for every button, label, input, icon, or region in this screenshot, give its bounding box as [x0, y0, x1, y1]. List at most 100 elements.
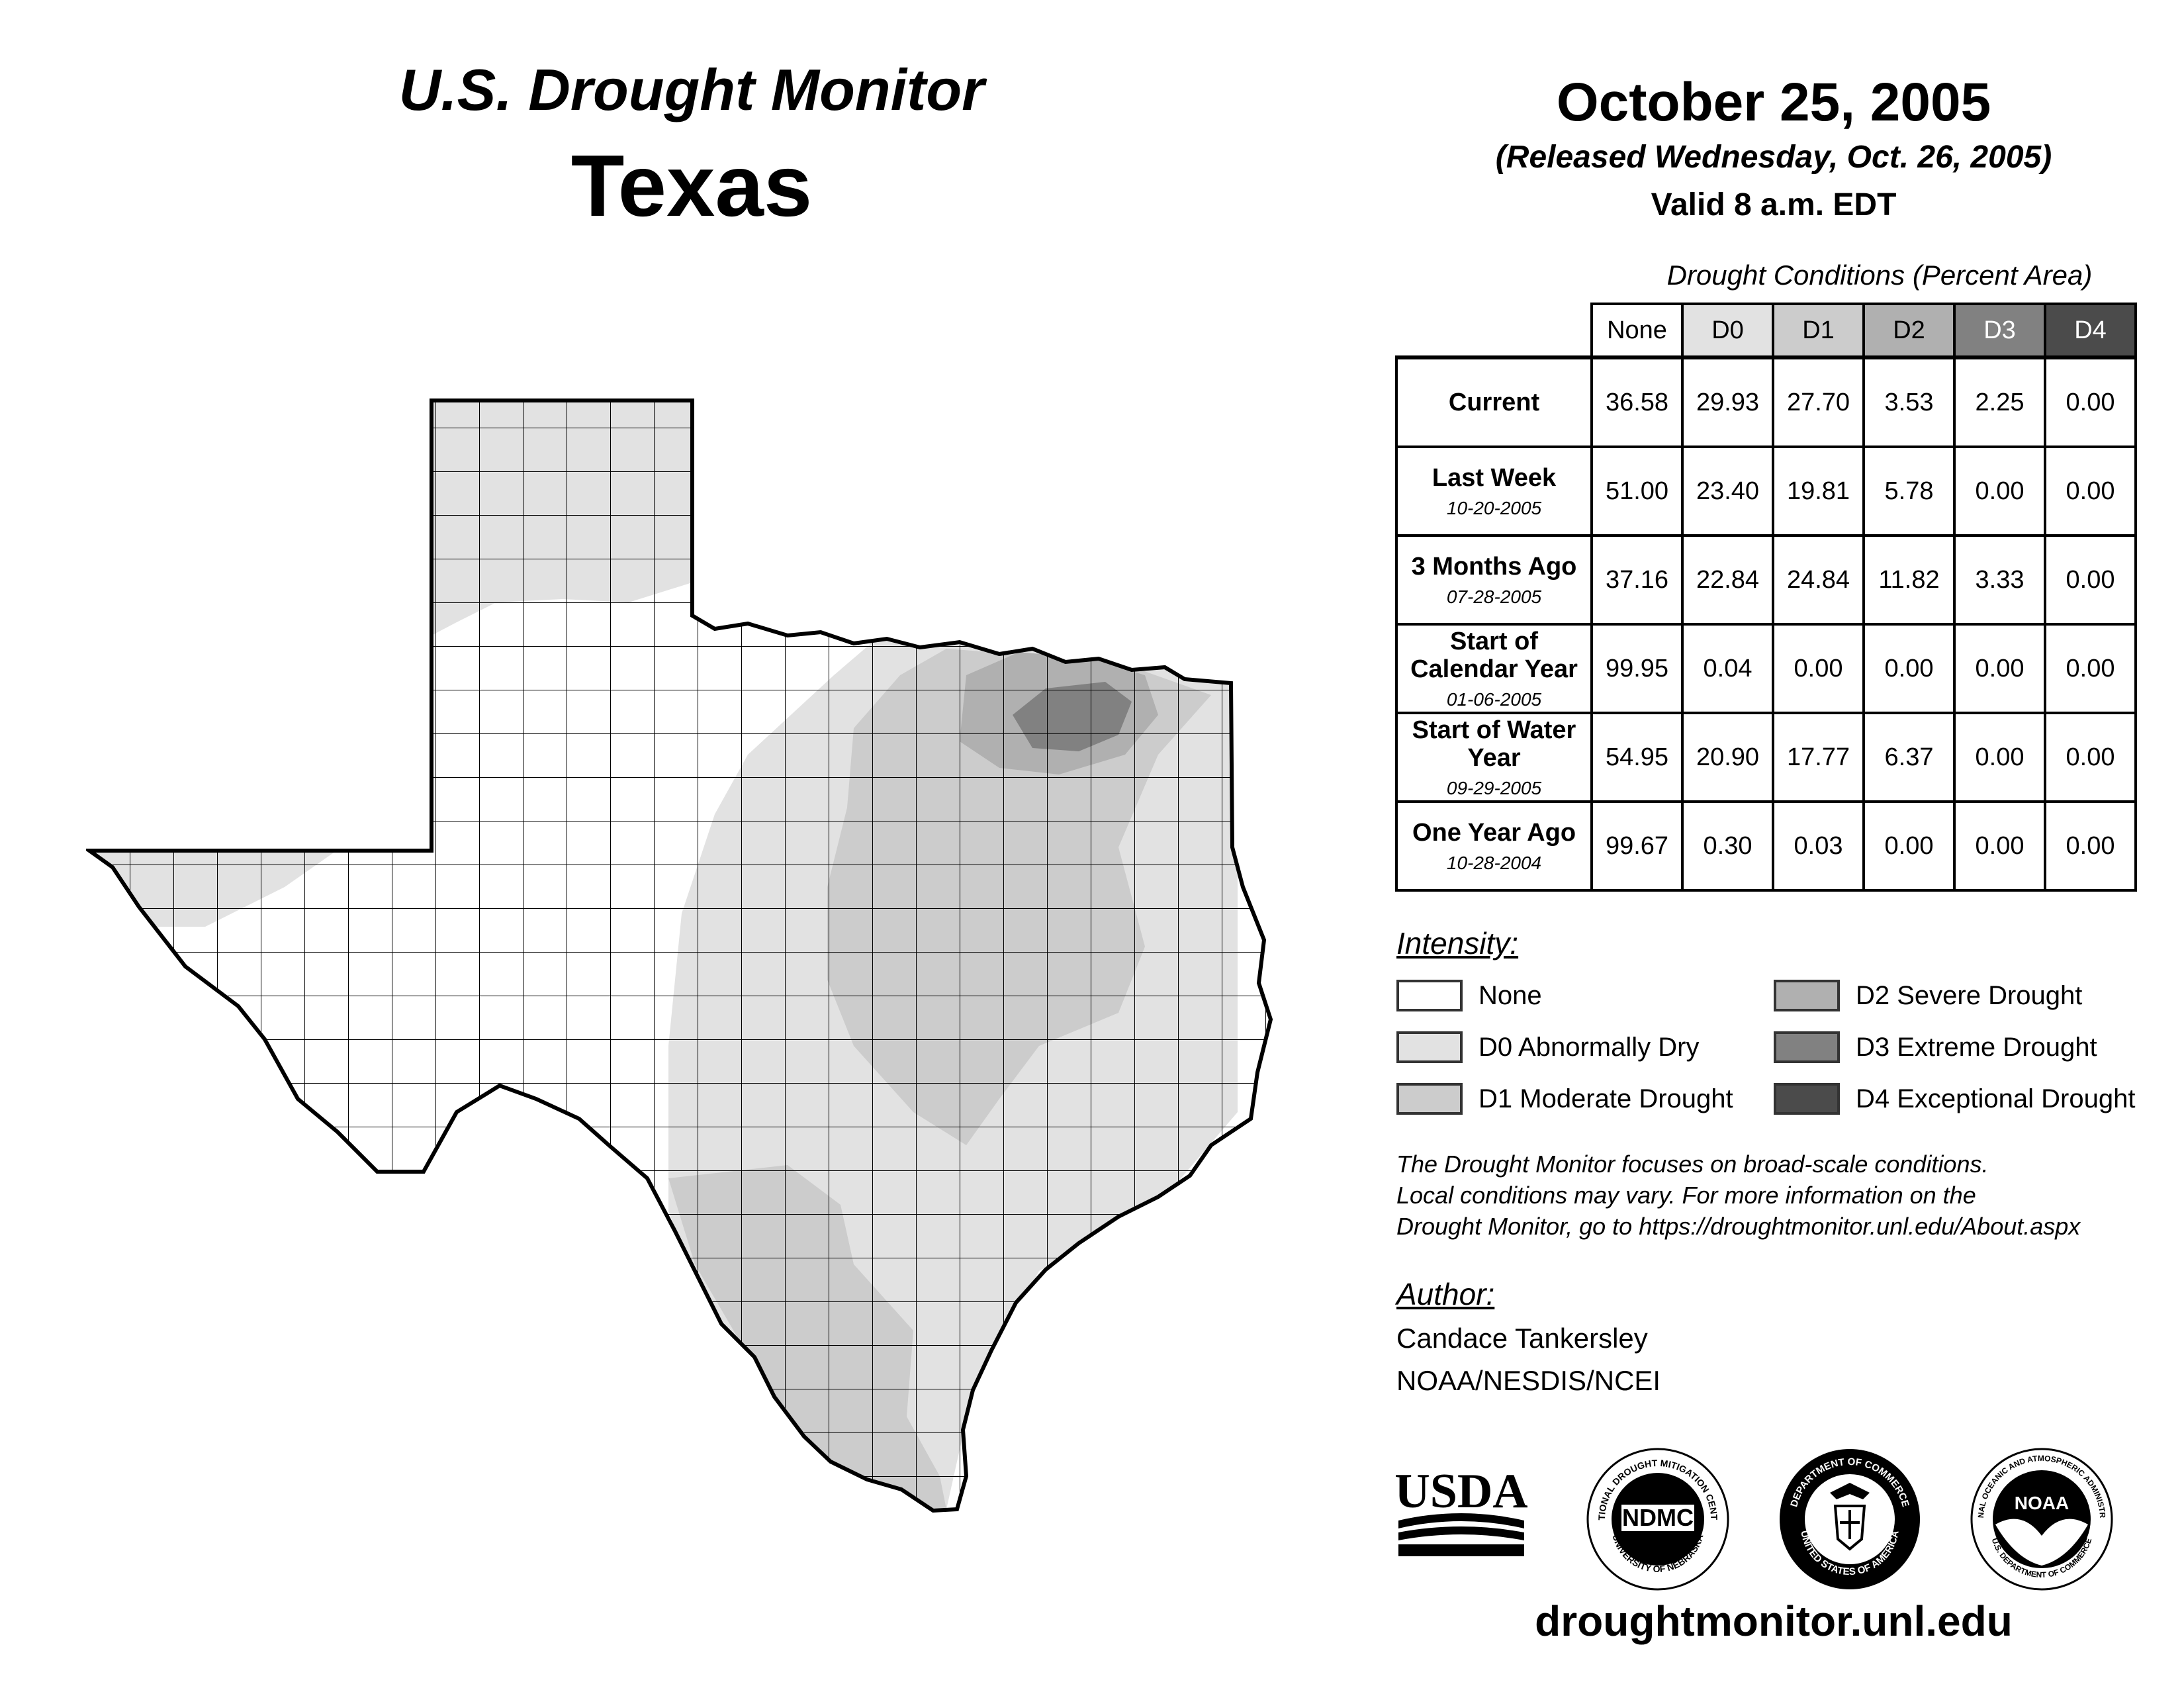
- note-line: Drought Monitor, go to https://droughtmo…: [1396, 1213, 2081, 1240]
- table-cell: 54.95: [1590, 712, 1684, 803]
- ndmc-logo: NATIONAL DROUGHT MITIGATION CENTER UNIVE…: [1585, 1446, 1729, 1591]
- table-row: Start of Water Year 09-29-2005 54.95 20.9…: [1395, 712, 2137, 803]
- table-cell: 36.58: [1590, 355, 1684, 448]
- legend-swatch: [1774, 1083, 1840, 1115]
- table-cell: 0.04: [1681, 623, 1774, 714]
- row-date: 10-20-2005: [1446, 497, 1542, 518]
- table-row: One Year Ago 10-28-2004 99.67 0.30 0.03 0…: [1395, 800, 2137, 892]
- col-d1: D1: [1772, 303, 1865, 359]
- noaa-logo: NATIONAL OCEANIC AND ATMOSPHERIC ADMINIS…: [1969, 1446, 2113, 1591]
- table-cell: 0.00: [2044, 800, 2137, 892]
- table-cell: 0.00: [1953, 445, 2046, 537]
- table-row: Current 36.58 29.93 27.70 3.53 2.25 0.00: [1395, 355, 2137, 448]
- table-cell: 0.00: [1953, 623, 2046, 714]
- table-cell: 99.67: [1590, 800, 1684, 892]
- ndmc-logo-text: NDMC: [1622, 1504, 1694, 1531]
- row-label-text: One Year Ago: [1412, 819, 1576, 847]
- note-line: Local conditions may vary. For more info…: [1396, 1182, 1976, 1209]
- col-d3: D3: [1953, 303, 2046, 359]
- row-label: Start of Calendar Year 01-06-2005: [1395, 623, 1593, 714]
- site-url[interactable]: droughtmonitor.unl.edu: [1535, 1597, 2013, 1645]
- legend-swatch: [1774, 1031, 1840, 1063]
- table-cell: 0.00: [2044, 712, 2137, 803]
- table-cell: 0.00: [2044, 623, 2137, 714]
- table-cell: 24.84: [1772, 534, 1865, 626]
- legend-label: D1 Moderate Drought: [1479, 1084, 1733, 1113]
- table-cell: 51.00: [1590, 445, 1684, 537]
- table-cell: 5.78: [1862, 445, 1956, 537]
- table-cell: 0.00: [2044, 355, 2137, 448]
- table-row: 3 Months Ago 07-28-2005 37.16 22.84 24.84…: [1395, 534, 2137, 626]
- table-cell: 0.00: [1862, 623, 1956, 714]
- row-label-text: Current: [1448, 388, 1540, 416]
- drought-conditions-table: None D0 D1 D2 D3 D4 Current 36.58 29.93 …: [1395, 303, 2137, 892]
- author-title: Author:: [1396, 1277, 1495, 1311]
- table-corner: [1396, 304, 1593, 359]
- author-name: Candace Tankersley: [1396, 1323, 1648, 1354]
- row-label-text: Last Week: [1432, 464, 1557, 492]
- row-date: 01-06-2005: [1446, 688, 1542, 710]
- legend-title: Intensity:: [1396, 926, 1519, 961]
- note-line: The Drought Monitor focuses on broad-sca…: [1396, 1150, 1989, 1178]
- col-d0: D0: [1681, 303, 1774, 359]
- table-cell: 23.40: [1681, 445, 1774, 537]
- legend-item-d4: D4 Exceptional Drought: [1774, 1082, 2135, 1116]
- table-cell: 6.37: [1862, 712, 1956, 803]
- table-cell: 37.16: [1590, 534, 1684, 626]
- state-name: Texas: [570, 137, 813, 234]
- table-cell: 3.53: [1862, 355, 1956, 448]
- legend-swatch: [1396, 1083, 1463, 1115]
- table-cell: 3.33: [1953, 534, 2046, 626]
- legend-item-d0: D0 Abnormally Dry: [1396, 1030, 1699, 1064]
- legend-item-d1: D1 Moderate Drought: [1396, 1082, 1733, 1116]
- texas-drought-map: [86, 399, 1273, 1513]
- row-date: 09-29-2005: [1446, 777, 1542, 798]
- texas-outline: [86, 399, 1273, 1513]
- doc-seal-logo: DEPARTMENT OF COMMERCE UNITED STATES OF …: [1780, 1449, 1920, 1589]
- table-cell: 19.81: [1772, 445, 1865, 537]
- row-label: Last Week 10-20-2005: [1395, 445, 1593, 537]
- table-cell: 29.93: [1681, 355, 1774, 448]
- legend-label: None: [1479, 980, 1542, 1010]
- legend-label: D2 Severe Drought: [1856, 980, 2083, 1010]
- table-cell: 20.90: [1681, 712, 1774, 803]
- col-d4: D4: [2044, 303, 2137, 359]
- row-label-text: 3 Months Ago: [1411, 553, 1577, 581]
- table-cell: 0.00: [2044, 445, 2137, 537]
- col-none: None: [1590, 303, 1684, 359]
- col-d2: D2: [1862, 303, 1956, 359]
- author-org: NOAA/NESDIS/NCEI: [1396, 1365, 1661, 1396]
- table-cell: 2.25: [1953, 355, 2046, 448]
- valid-time: Valid 8 a.m. EDT: [1651, 187, 1897, 222]
- table-row: Last Week 10-20-2005 51.00 23.40 19.81 5.…: [1395, 445, 2137, 537]
- table-cell: 0.00: [2044, 534, 2137, 626]
- table-cell: 0.00: [1862, 800, 1956, 892]
- table-caption: Drought Conditions (Percent Area): [1666, 259, 2093, 291]
- row-label: Current: [1395, 355, 1593, 448]
- page-title: U.S. Drought Monitor: [398, 57, 985, 122]
- row-label: 3 Months Ago 07-28-2005: [1395, 534, 1593, 626]
- table-header-row: None D0 D1 D2 D3 D4: [1396, 303, 2137, 359]
- row-date: 10-28-2004: [1446, 852, 1542, 873]
- row-label: One Year Ago 10-28-2004: [1395, 800, 1593, 892]
- table-cell: 0.30: [1681, 800, 1774, 892]
- usda-logo-text: USDA: [1395, 1464, 1527, 1519]
- legend-label: D4 Exceptional Drought: [1856, 1084, 2136, 1113]
- table-cell: 17.77: [1772, 712, 1865, 803]
- table-row: Start of Calendar Year 01-06-2005 99.95 0…: [1395, 623, 2137, 714]
- release-date: (Released Wednesday, Oct. 26, 2005): [1495, 140, 2052, 175]
- legend-item-d2: D2 Severe Drought: [1774, 978, 2082, 1013]
- disclaimer-note: The Drought Monitor focuses on broad-sca…: [1396, 1149, 2080, 1242]
- legend-label: D3 Extreme Drought: [1856, 1032, 2097, 1062]
- table-cell: 0.00: [1953, 712, 2046, 803]
- usda-logo: USDA: [1395, 1464, 1527, 1556]
- legend-swatch: [1396, 1031, 1463, 1063]
- row-label-text: Start of Calendar Year: [1410, 627, 1578, 684]
- legend-item-none: None: [1396, 978, 1542, 1013]
- legend-label: D0 Abnormally Dry: [1479, 1032, 1700, 1062]
- table-cell: 22.84: [1681, 534, 1774, 626]
- row-label-text: Start of Water Year: [1412, 716, 1576, 773]
- table-cell: 99.95: [1590, 623, 1684, 714]
- table-cell: 0.00: [1772, 623, 1865, 714]
- table-cell: 27.70: [1772, 355, 1865, 448]
